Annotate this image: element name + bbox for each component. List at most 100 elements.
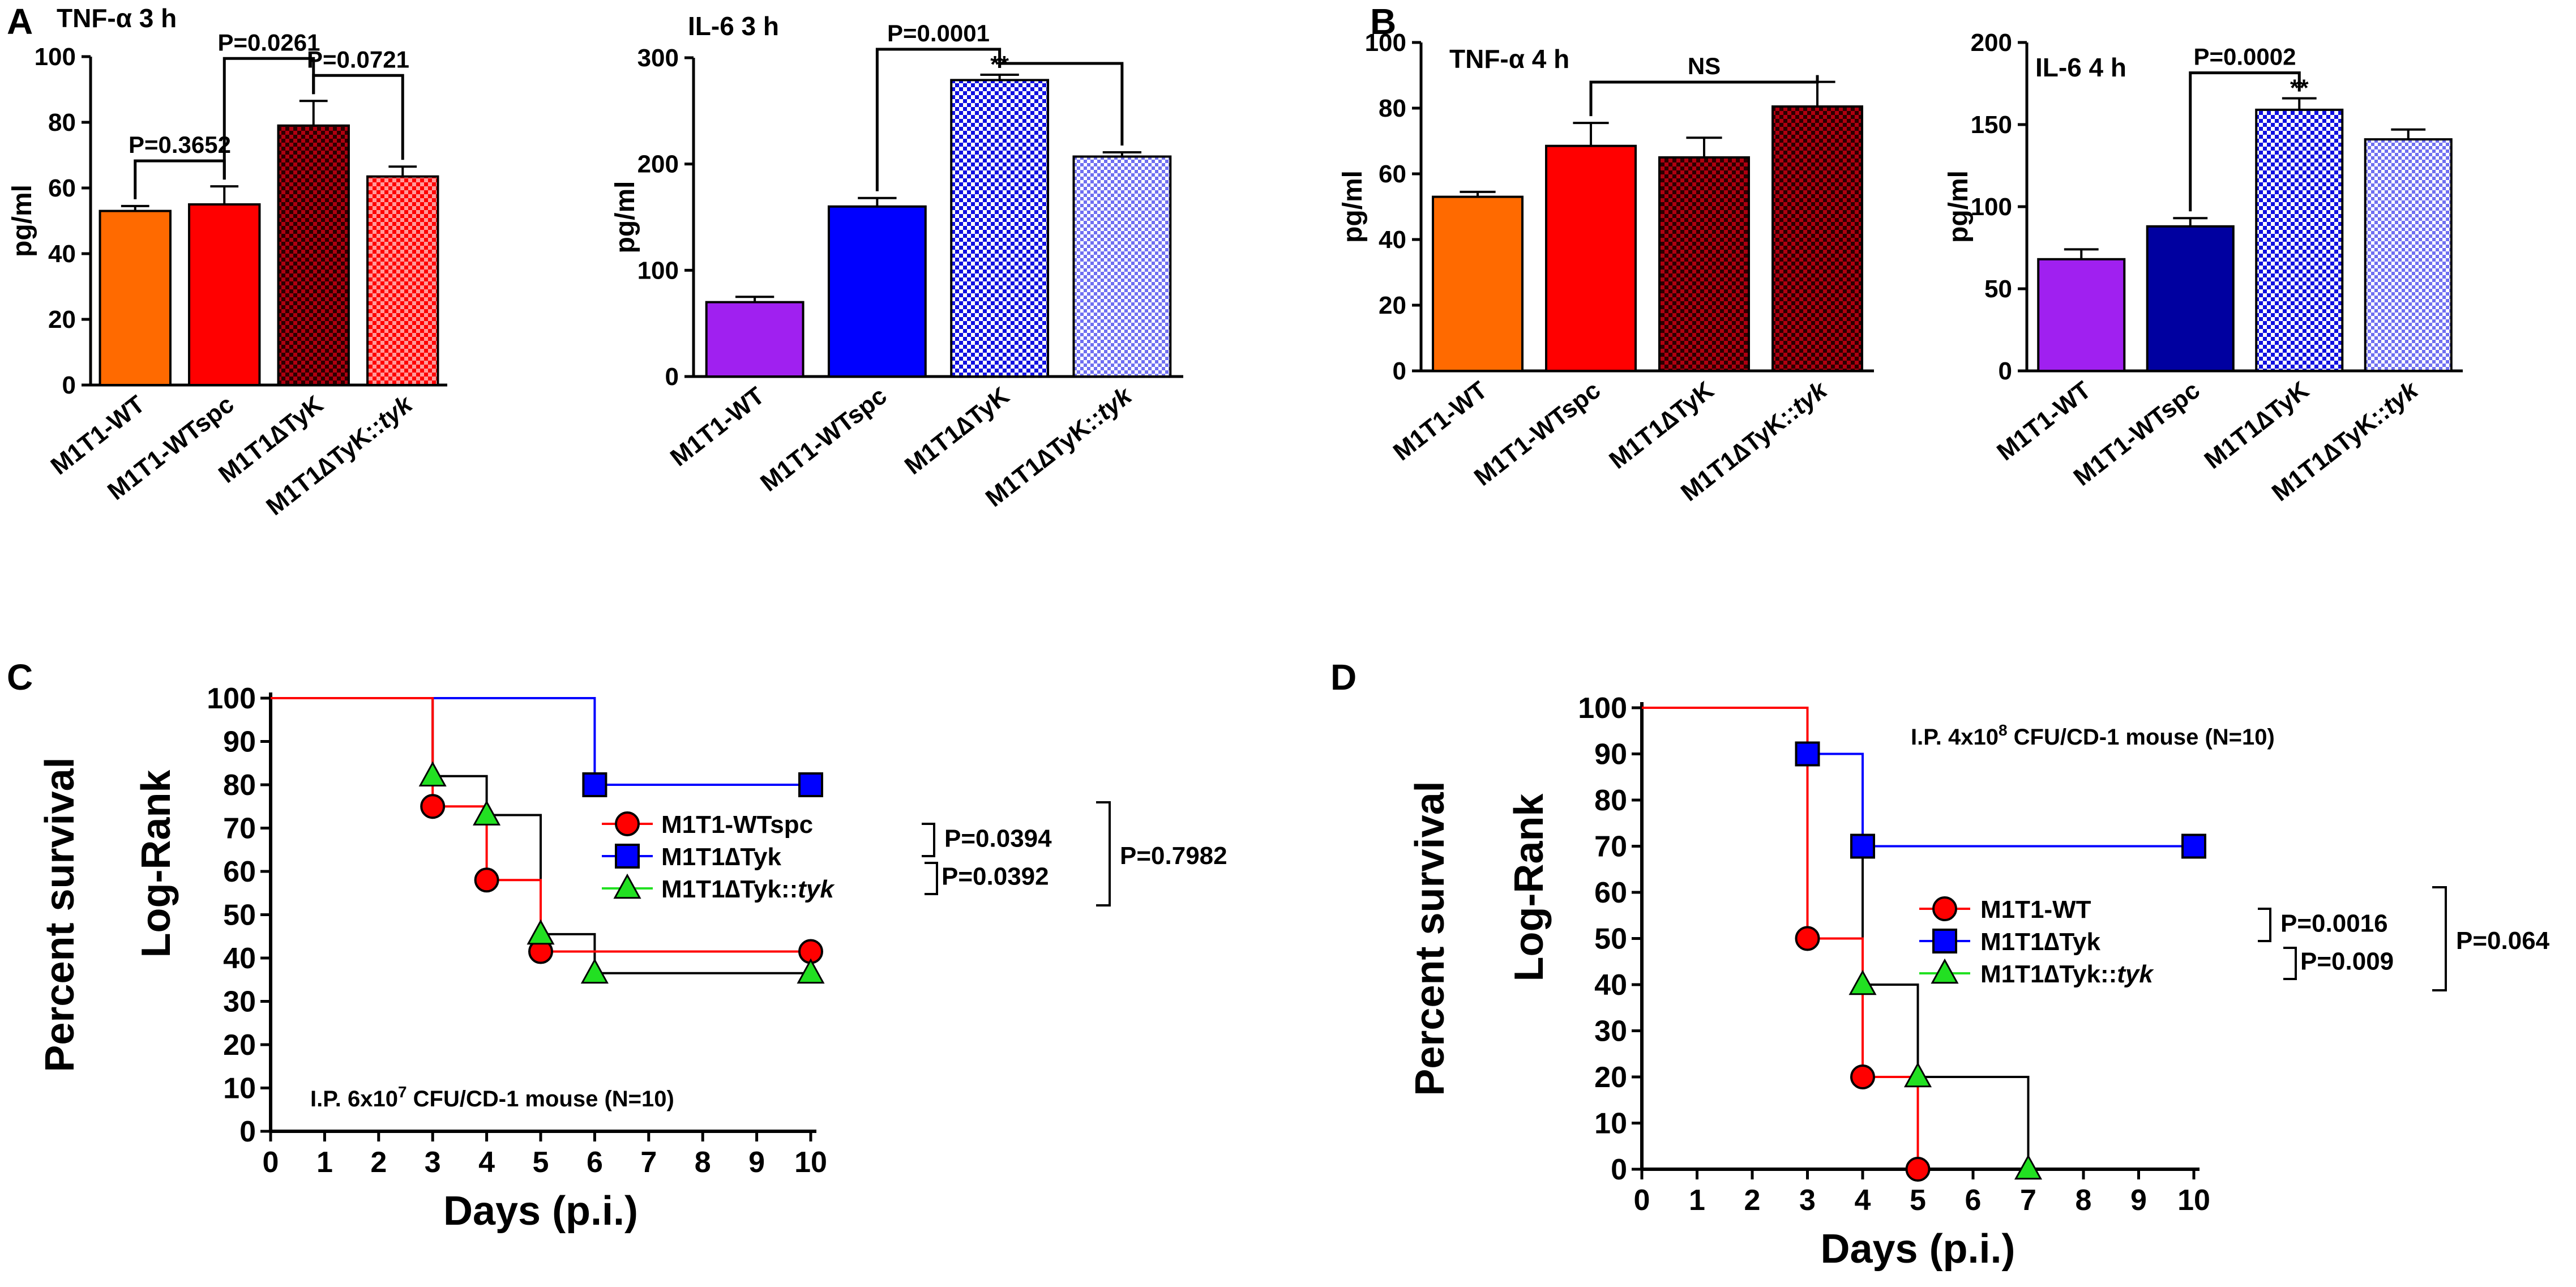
survival-point [1905,1157,1931,1182]
x-tick-label: 9 [748,1146,765,1179]
p-value-label: P=0.0001 [887,20,990,46]
y-axis-label-secondary: Log-Rank [134,769,179,958]
bar [1771,105,1863,372]
legend-label: M1T1-WTspc [661,811,813,839]
y-axis-label: pg/ml [1338,170,1368,243]
bar [1432,195,1524,372]
x-tick-label: 3 [1799,1184,1816,1217]
pvalue-label: P=0.0392 [942,863,1049,891]
legend-marker [613,873,641,899]
x-tick-label: 5 [1910,1184,1926,1217]
x-category-label: M1T1-WTspc [1469,376,1606,491]
x-axis-label: Days (p.i.) [443,1188,638,1234]
bar [99,209,172,386]
y-axis-label: Percent survival [37,757,83,1072]
y-tick-label: 0 [62,371,76,399]
bar [705,301,805,378]
survival-step-line [1642,707,1919,1169]
significance-bracket [312,74,404,160]
bar [2146,225,2235,372]
x-tick-label: 10 [794,1146,827,1179]
y-tick-label: 20 [48,306,76,333]
x-tick-label: 8 [695,1146,711,1179]
survival-point [1795,741,1820,767]
x-tick-label: 6 [1965,1184,1982,1217]
y-tick-label: 60 [48,174,76,202]
legend-marker [1931,958,1959,984]
survival-point [582,772,607,797]
legend-marker [615,811,640,836]
x-tick-label: 4 [478,1146,495,1179]
dose-annotation: I.P. 6x107 CFU/CD-1 mouse (N=10) [310,1083,674,1111]
x-category-label: M1T1-WT [1388,376,1492,466]
legend-italic: tyk [2117,960,2154,988]
p-value-label: P=0.3652 [129,131,231,158]
y-axis-label: Percent survival [1407,781,1453,1096]
annotation-superscript: 7 [398,1083,407,1101]
x-category-label: M1T1-WTspc [755,382,892,497]
y-tick-label: 10 [223,1072,256,1105]
significance-bracket [134,159,226,199]
pvalue-bracket [925,862,938,895]
y-tick-label: 90 [1594,738,1627,771]
pvalue-label: P=0.0394 [944,825,1052,853]
bar [827,205,927,378]
x-category-label: M1T1∆TyK::tyk [261,390,418,521]
y-tick-label: 90 [223,726,256,759]
legend-italic: tyk [798,875,835,903]
y-tick-label: 20 [1594,1061,1627,1094]
annotation-text: I.P. 4x10 [1911,725,1999,750]
bar [1658,156,1750,372]
bar [1545,144,1637,372]
x-tick-label: 0 [263,1146,279,1179]
legend-text: M1T1∆Tyk [661,843,781,871]
legend-label: M1T1∆Tyk::tyk [661,875,835,903]
bar [2037,258,2126,372]
pvalue-label: P=0.009 [2300,948,2394,976]
x-tick-label: 2 [370,1146,387,1179]
significance-bracket [1589,75,1819,117]
pvalue-bracket [2283,947,2297,980]
survival-point [527,919,555,945]
survival-point [1848,969,1877,995]
x-tick-label: 6 [587,1146,603,1179]
legend-text: M1T1∆Tyk [1980,928,2100,956]
p-value-label: P=0.0261 [217,29,320,55]
y-tick-label: 100 [35,43,76,71]
y-tick-label: 100 [1365,29,1406,57]
survival-point [2014,1154,2043,1180]
bar [2364,138,2453,372]
x-tick-label: 7 [2020,1184,2036,1217]
x-tick-label: 3 [425,1146,441,1179]
annotation-tail: CFU/CD-1 mouse (N=10) [2008,725,2275,750]
significance-bracket [2189,71,2301,212]
x-tick-label: 4 [1855,1184,1871,1217]
y-tick-label: 200 [1971,29,2012,57]
pvalue-bracket [922,823,935,857]
category-text: M1T1∆TyK [900,382,1015,480]
category-text: M1T1∆TyK [2199,376,2314,474]
legend-label: M1T1∆Tyk [1980,928,2100,956]
category-text: M1T1-WTspc [755,382,892,497]
category-text: M1T1∆TyK:: [981,404,1109,512]
survival-point [797,958,825,984]
y-tick-label: 50 [223,899,256,932]
category-text: M1T1∆TyK [1604,376,1719,474]
y-tick-label: 0 [239,1115,256,1148]
survival-point [474,867,499,893]
legend-marker [615,844,640,869]
x-tick-label: 7 [640,1146,657,1179]
survival-point [420,794,446,819]
annotation-text: I.P. 6x10 [310,1087,398,1111]
x-category-label: M1T1∆TyK [1604,376,1719,474]
y-tick-label: 20 [223,1029,256,1062]
survival-point [1850,833,1875,859]
bar [1072,155,1172,378]
y-tick-label: 20 [1379,292,1406,319]
y-tick-label: 0 [665,363,679,391]
x-category-label: M1T1∆TyK [2199,376,2314,474]
category-text: M1T1-WTspc [1469,376,1606,491]
chart-title: IL-6 4 h [2035,53,2126,82]
y-tick-label: 70 [223,813,256,845]
